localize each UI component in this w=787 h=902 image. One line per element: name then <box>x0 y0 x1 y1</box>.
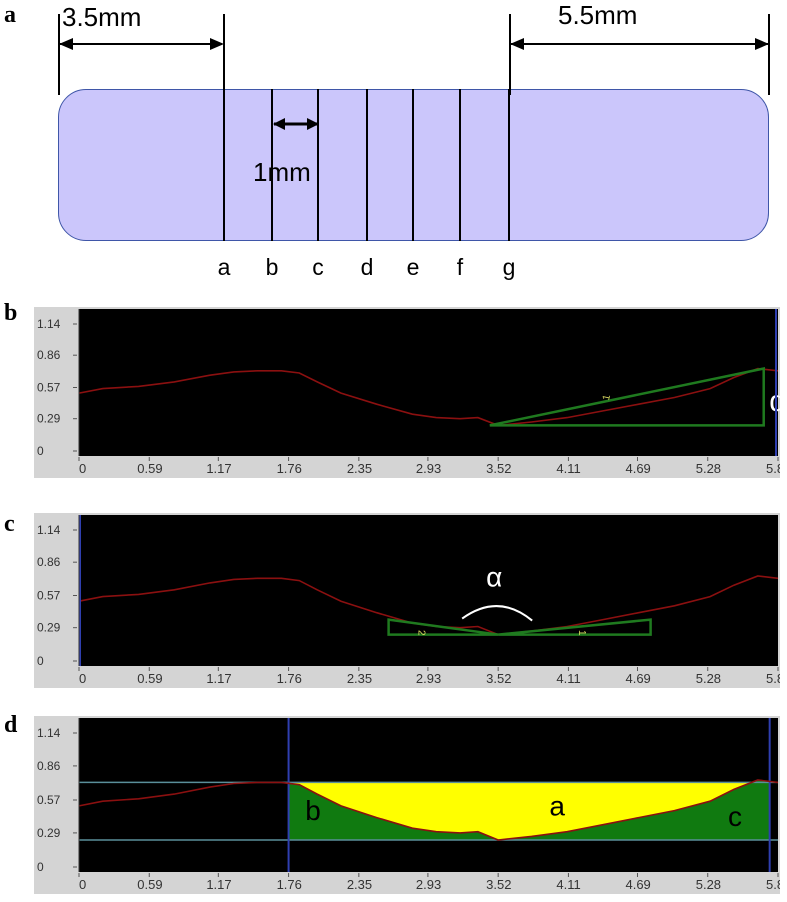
y-tick-label: 0.29 <box>37 412 61 426</box>
x-tick-label: 5.87 <box>766 461 780 476</box>
x-tick-label: 2.35 <box>347 461 372 476</box>
panel-b-plot: 1 d 1.14 0.86 0.57 0.29 0 0 0.59 1.17 1.76 2.35 2.93… <box>34 307 780 478</box>
cut-line-c <box>317 89 319 241</box>
x-tick-label: 2.93 <box>416 877 441 892</box>
angle-triangle-left <box>387 618 499 636</box>
y-tick-label: 0.57 <box>37 381 61 395</box>
dimension-lines <box>58 14 770 130</box>
x-tick-label: 2.93 <box>416 461 441 476</box>
triangle-marker-1: 1 <box>601 393 613 401</box>
y-tick-label: 1.14 <box>37 317 61 331</box>
y-tick-label: 1.14 <box>37 523 61 537</box>
x-tick-label: 4.11 <box>556 877 580 892</box>
triangle-marker-2: 2 <box>415 630 426 636</box>
y-tick-label: 0 <box>37 654 44 668</box>
x-tick-label: 4.11 <box>556 461 580 476</box>
cut-label-a: a <box>217 254 231 280</box>
cut-line-a <box>223 89 225 241</box>
right-dimension-label: 5.5mm <box>558 0 638 30</box>
panel-c-plot: α 1 2 1.14 0.86 0.57 0.29 0 0 0.59 1.17 1.76 2.35 2.9… <box>34 513 780 688</box>
angle-arc <box>461 605 533 622</box>
x-tick-label: 0.59 <box>137 671 162 686</box>
x-tick-label: 4.69 <box>625 671 650 686</box>
area-label-b: b <box>305 795 321 826</box>
panel-letter-c: c <box>4 511 15 537</box>
cut-line-g <box>508 89 510 241</box>
x-tick-label: 0 <box>79 671 86 686</box>
cut-line-f <box>459 89 461 241</box>
plot-area <box>79 515 778 666</box>
cut-label-e: e <box>406 254 420 280</box>
panel-letter-d: d <box>4 712 18 738</box>
x-tick-label: 5.87 <box>766 877 780 892</box>
x-tick-label: 2.35 <box>347 671 372 686</box>
profile-plot-b: 1 d 1.14 0.86 0.57 0.29 0 0 0.59 1.17 1.76 2.35 2.93… <box>37 309 780 476</box>
x-tick-label: 3.52 <box>486 877 511 892</box>
x-tick-label: 1.76 <box>277 461 302 476</box>
cut-line-d <box>366 89 368 241</box>
plot-area <box>79 309 778 456</box>
left-dimension-label: 3.5mm <box>62 2 142 32</box>
cut-label-g: g <box>502 254 516 280</box>
x-tick-label: 0 <box>79 461 86 476</box>
x-tick-label: 1.17 <box>206 461 231 476</box>
x-tick-label: 0 <box>79 877 86 892</box>
x-tick-label: 4.11 <box>556 671 580 686</box>
y-tick-label: 0.29 <box>37 826 61 840</box>
area-region-green <box>288 780 770 840</box>
x-tick-label: 1.76 <box>277 671 302 686</box>
cut-label-c: c <box>312 254 324 280</box>
x-tick-label: 4.69 <box>625 877 650 892</box>
annotation-d: d <box>769 385 780 418</box>
x-tick-label: 0.59 <box>137 461 162 476</box>
x-tick-label: 1.76 <box>277 877 302 892</box>
x-tick-label: 5.28 <box>696 671 721 686</box>
y-tick-label: 0.57 <box>37 793 61 807</box>
x-tick-label: 2.93 <box>416 671 441 686</box>
cut-line-e <box>412 89 414 241</box>
x-tick-label: 0.59 <box>137 877 162 892</box>
cut-label-d: d <box>360 254 374 280</box>
y-tick-label: 0 <box>37 860 44 874</box>
annotation-alpha: α <box>486 562 502 593</box>
area-label-c: c <box>728 801 742 832</box>
y-tick-label: 1.14 <box>37 726 61 740</box>
panel-letter-a: a <box>4 2 16 28</box>
cut-line-b <box>271 89 273 241</box>
angle-triangle-right <box>498 618 652 636</box>
profile-plot-d: a b c 1.14 0.86 0.57 0.29 0 0 0.59 1.17 1.76 2.35 2.9… <box>37 718 780 892</box>
area-label-a: a <box>549 790 565 821</box>
profile-plot-c: α 1 2 1.14 0.86 0.57 0.29 0 0 0.59 1.17 1.76 2.35 2.9… <box>37 515 780 686</box>
spacing-label: 1mm <box>253 157 311 187</box>
x-tick-label: 5.87 <box>766 671 780 686</box>
panel-letter-b: b <box>4 300 18 326</box>
y-tick-label: 0.86 <box>37 759 61 773</box>
profile-line <box>78 779 779 841</box>
x-tick-label: 3.52 <box>486 671 511 686</box>
panel-d-plot: a b c 1.14 0.86 0.57 0.29 0 0 0.59 1.17 1.76 2.35 2.9… <box>34 716 780 894</box>
x-tick-label: 4.69 <box>625 461 650 476</box>
x-tick-label: 5.28 <box>696 877 721 892</box>
triangle-marker-1: 1 <box>576 630 587 636</box>
x-tick-label: 3.52 <box>486 461 511 476</box>
y-tick-label: 0.86 <box>37 555 61 569</box>
cut-label-f: f <box>456 254 464 280</box>
y-tick-label: 0.57 <box>37 589 61 603</box>
x-tick-label: 5.28 <box>696 461 721 476</box>
y-tick-label: 0.29 <box>37 621 61 635</box>
x-tick-label: 1.17 <box>206 877 231 892</box>
x-tick-label: 1.17 <box>206 671 231 686</box>
cut-label-b: b <box>265 254 279 280</box>
y-tick-label: 0.86 <box>37 348 61 362</box>
profile-line <box>78 367 779 427</box>
slope-triangle <box>489 367 765 427</box>
y-tick-label: 0 <box>37 444 44 458</box>
x-tick-label: 2.35 <box>347 877 372 892</box>
